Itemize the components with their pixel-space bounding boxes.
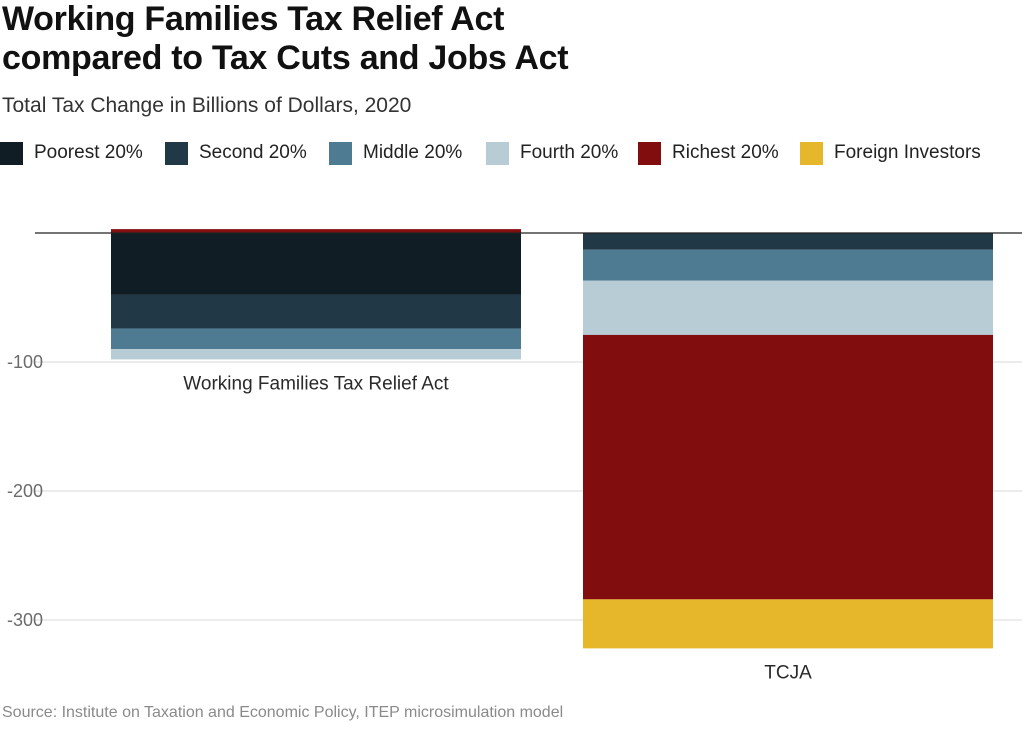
legend-label: Second 20%: [199, 142, 307, 163]
legend-item-foreign-investors: Foreign Investors: [800, 141, 981, 165]
bar-segment-foreign-investors-tcja: [583, 599, 993, 649]
category-label: TCJA: [764, 662, 812, 683]
legend-item-middle-20: Middle 20%: [329, 141, 462, 165]
legend-item-poorest-20: Poorest 20%: [0, 141, 143, 165]
y-tick-label: -200: [7, 481, 43, 501]
legend-item-richest-20: Richest 20%: [638, 141, 779, 165]
source-note: Source: Institute on Taxation and Econom…: [2, 704, 564, 721]
bar-segment-second-20-tcja: [583, 233, 993, 250]
legend-swatch: [329, 141, 352, 165]
legend-item-second-20: Second 20%: [165, 141, 307, 165]
bar-segment-richest-20-working-families-tax-relief-act: [111, 229, 521, 233]
legend-swatch: [638, 141, 661, 165]
y-tick-label: -300: [7, 610, 43, 630]
chart-title: Working Families Tax Relief Act compared…: [2, 0, 569, 77]
bar-segment-middle-20-tcja: [583, 249, 993, 281]
legend-label: Fourth 20%: [520, 142, 619, 163]
legend-swatch: [800, 141, 823, 165]
legend-label: Poorest 20%: [34, 142, 143, 163]
y-tick-label: -100: [7, 352, 43, 372]
legend-item-fourth-20: Fourth 20%: [486, 141, 618, 165]
bar-segment-middle-20-working-families-tax-relief-act: [111, 328, 521, 350]
bar-segment-second-20-working-families-tax-relief-act: [111, 294, 521, 329]
category-label: Working Families Tax Relief Act: [183, 373, 449, 394]
legend-label: Richest 20%: [672, 142, 779, 163]
legend-label: Middle 20%: [363, 142, 463, 163]
bar-segment-fourth-20-tcja: [583, 280, 993, 335]
legend-swatch: [0, 141, 23, 165]
legend-swatch: [165, 141, 188, 165]
legend-label: Foreign Investors: [834, 142, 981, 163]
legend: Poorest 20% Second 20% Middle 20% Fourth 20…: [0, 141, 1024, 165]
bar-segment-poorest-20-working-families-tax-relief-act: [111, 233, 521, 295]
chart-subtitle: Total Tax Change in Billions of Dollars,…: [2, 94, 412, 117]
bar-segment-fourth-20-working-families-tax-relief-act: [111, 349, 521, 360]
legend-swatch: [486, 141, 509, 165]
bar-segment-richest-20-tcja: [583, 334, 993, 600]
